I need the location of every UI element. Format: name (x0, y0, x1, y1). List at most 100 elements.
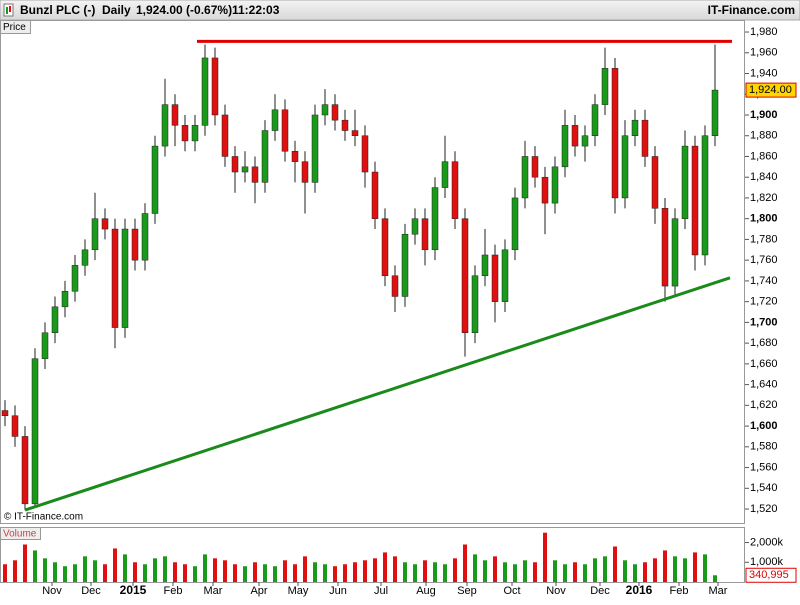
volume-bar (273, 566, 277, 582)
volume-bar (93, 560, 97, 582)
candle-body (361, 135, 369, 173)
volume-bar (353, 562, 357, 582)
header-icon (6, 7, 8, 14)
x-tick-label: Mar (709, 585, 728, 597)
candle-body (651, 156, 659, 209)
x-tick-label: Feb (164, 585, 183, 597)
candle-body (671, 218, 679, 287)
volume-bar (193, 566, 197, 582)
x-tick-label: Sep (457, 585, 477, 597)
x-tick-label: Apr (250, 585, 267, 597)
y-tick-label: 1,720 (750, 296, 778, 308)
volume-bar (503, 562, 507, 582)
volume-bar (203, 554, 207, 582)
volume-bar (283, 560, 287, 582)
candle-body (261, 130, 269, 183)
x-tick-label: May (288, 585, 309, 597)
y-tick-label: 1,880 (750, 130, 778, 142)
y2-tick-label: 2,000k (750, 536, 784, 548)
volume-bar (23, 544, 27, 582)
volume-bar (653, 558, 657, 582)
volume-bar (263, 564, 267, 582)
candle-body (31, 358, 39, 505)
x-tick-label: 2015 (120, 583, 147, 597)
candle-body (221, 114, 229, 157)
candle-body (411, 218, 419, 235)
candle-body (351, 130, 359, 136)
header-icon (3, 3, 14, 17)
volume-bar (693, 552, 697, 582)
y-tick-label: 1,980 (750, 26, 778, 38)
volume-bar (303, 556, 307, 582)
y-tick-label: 1,760 (750, 254, 778, 266)
candle-body (681, 145, 689, 219)
candle-body (701, 135, 709, 256)
candle-body (661, 208, 669, 287)
volume-bar (573, 562, 577, 582)
candle-body (491, 254, 499, 302)
candle-body (631, 119, 639, 136)
y-tick-label: 1,540 (750, 482, 778, 494)
candle-body (141, 213, 149, 261)
volume-bar (433, 562, 437, 582)
candle-body (451, 161, 459, 219)
last-price-label: 1,924.00 (749, 84, 792, 96)
volume-bar (53, 562, 57, 582)
candle-body (281, 109, 289, 152)
volume-bar (513, 564, 517, 582)
volume-bar (543, 532, 547, 582)
candle-body (441, 161, 449, 188)
candle-body (131, 228, 139, 261)
volume-bar (473, 554, 477, 582)
volume-bar (253, 562, 257, 582)
volume-bar (603, 556, 607, 582)
price-label: Price (3, 22, 26, 33)
y-tick-label: 1,520 (750, 503, 778, 515)
volume-bar (683, 558, 687, 582)
y-tick-label: 1,700 (750, 316, 778, 328)
volume-bar (153, 558, 157, 582)
x-tick-label: Dec (590, 585, 610, 597)
volume-bar (223, 560, 227, 582)
volume-bar (463, 544, 467, 582)
y-tick-label: 1,840 (750, 171, 778, 183)
candle-body (561, 125, 569, 168)
candle-body (11, 415, 19, 437)
y-tick-label: 1,620 (750, 399, 778, 411)
volume-bar (713, 575, 717, 582)
volume-bar (493, 556, 497, 582)
volume-bar (133, 562, 137, 582)
candle-body (111, 228, 119, 328)
candle-body (711, 89, 719, 136)
volume-bar (73, 564, 77, 582)
volume-bar (553, 560, 557, 582)
volume-bar (173, 562, 177, 582)
last-volume-label: 340,995 (749, 569, 789, 581)
volume-bar (523, 560, 527, 582)
last-volume-box (745, 567, 797, 583)
y-tick-label: 1,600 (750, 420, 778, 432)
volume-bar (143, 564, 147, 582)
volume-bar (3, 564, 7, 582)
x-tick-label: Jun (329, 585, 347, 597)
trend-line (24, 276, 731, 512)
volume-bar (633, 564, 637, 582)
volume-bar (123, 554, 127, 582)
brand: IT-Finance.com (708, 3, 795, 17)
volume-bar (663, 550, 667, 582)
y-tick-label: 1,800 (750, 213, 778, 225)
volume-bar (623, 560, 627, 582)
candle-body (201, 57, 209, 126)
volume-bar (563, 564, 567, 582)
volume-bar (293, 564, 297, 582)
y-tick-label: 1,960 (750, 47, 778, 59)
candle-body (321, 104, 329, 116)
candle-body (81, 249, 89, 266)
candle-body (241, 166, 249, 173)
period: Daily (102, 3, 131, 17)
volume-bar (703, 554, 707, 582)
x-tick-label: 2016 (626, 583, 653, 597)
panel-label-box (0, 20, 31, 34)
candle-body (541, 176, 549, 204)
